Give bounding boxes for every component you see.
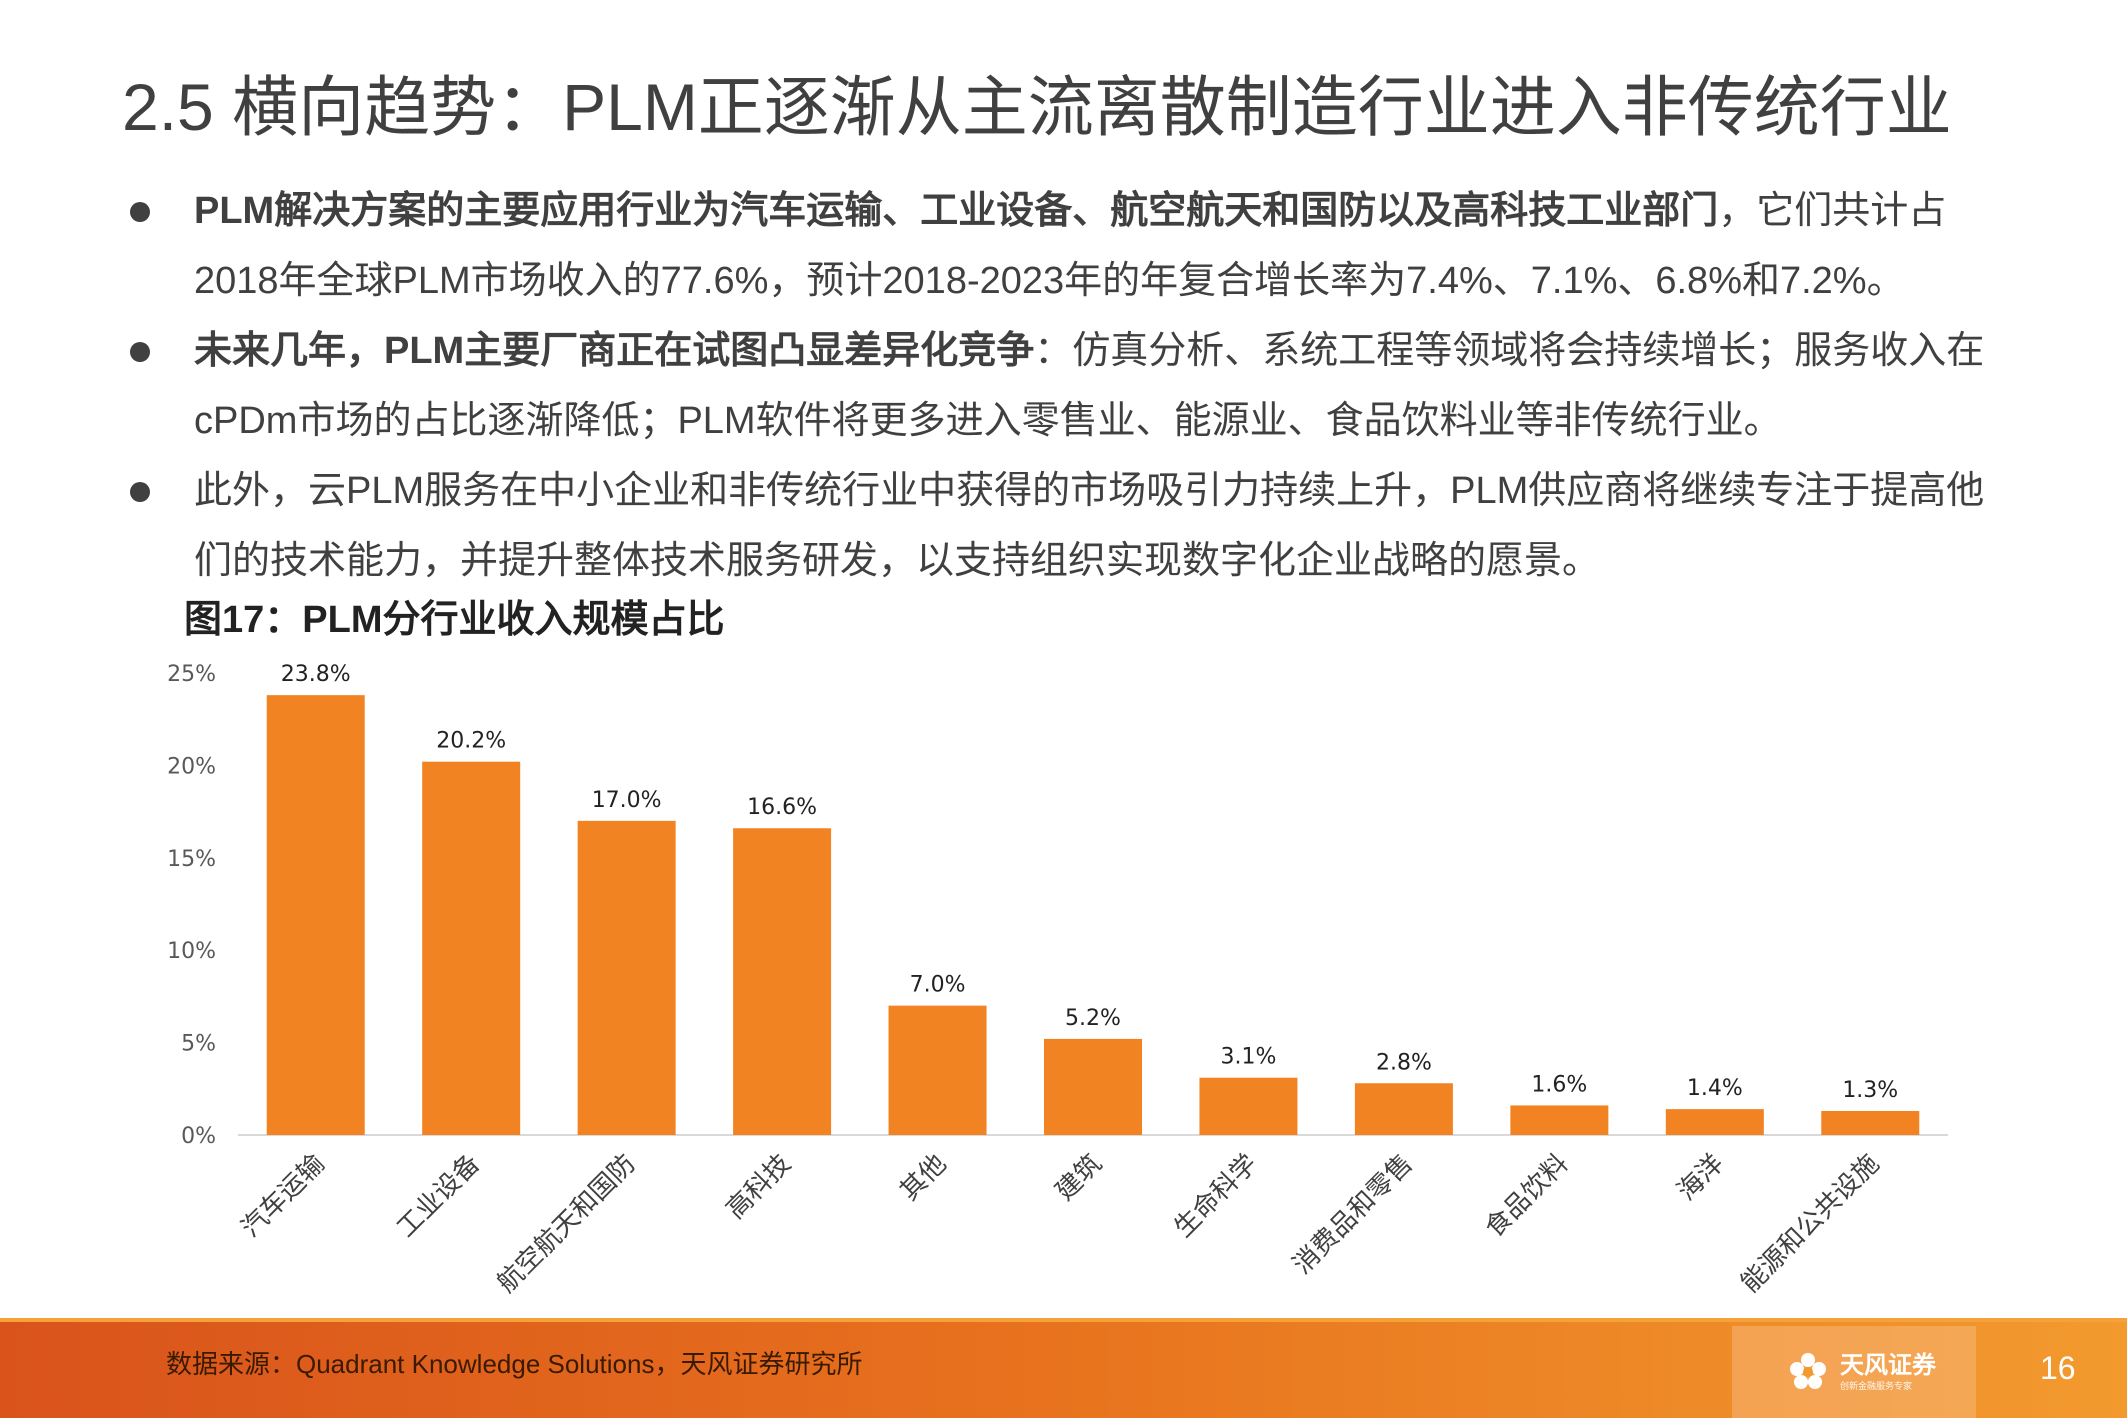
bullet-bold-text: 未来几年，PLM主要厂商正在试图凸显差异化竞争: [194, 330, 1035, 372]
data-label: 1.6%: [1531, 1072, 1587, 1097]
data-label: 5.2%: [1065, 1006, 1121, 1031]
slide-title: 2.5 横向趋势：PLM正逐渐从主流离散制造行业进入非传统行业: [122, 70, 1952, 144]
x-tick-label: 汽车运输: [236, 1149, 331, 1244]
logo-text: 天风证券: [1840, 1351, 1936, 1379]
company-logo: 天风证券 创新金融服务专家: [1786, 1340, 1956, 1404]
data-source: 数据来源：Quadrant Knowledge Solutions，天风证券研究…: [166, 1349, 863, 1379]
bullet-text: ，它们共计占2018年全球PLM市场收入的77.6%，预计2018-2023年的…: [194, 190, 1947, 302]
bar: [888, 1005, 987, 1135]
x-tick-label: 海洋: [1672, 1149, 1730, 1207]
bullet-bold-text: PLM解决方案的主要应用行业为汽车运输、工业设备、航空航天和国防以及高科技工业部…: [194, 190, 1719, 232]
y-tick-label: 0%: [181, 1124, 216, 1149]
bar: [1044, 1038, 1142, 1135]
data-label: 1.3%: [1842, 1078, 1898, 1103]
bar: [733, 828, 832, 1135]
y-tick-label: 25%: [167, 662, 216, 687]
bullet-text: 此外，云PLM服务在中小企业和非传统行业中获得的市场吸引力持续上升，PLM供应商…: [194, 470, 1985, 582]
bar: [577, 820, 676, 1135]
bar: [1199, 1077, 1298, 1135]
bullet-item: 此外，云PLM服务在中小企业和非传统行业中获得的市场吸引力持续上升，PLM供应商…: [130, 456, 2010, 596]
x-tick-label: 其他: [895, 1149, 953, 1207]
data-label: 23.8%: [281, 662, 351, 687]
bar-chart: 0% 5% 10% 15% 20% 25% 23.8% 汽车运输 20.2% 工业设备 17.0% 航…: [167, 662, 1948, 1299]
data-label: 20.2%: [436, 729, 506, 754]
x-tick-label: 航空航天和国防: [492, 1149, 642, 1299]
bar: [1821, 1110, 1920, 1135]
x-tick-label: 能源和公共设施: [1735, 1149, 1885, 1299]
y-tick-label: 20%: [167, 754, 216, 779]
y-tick-label: 10%: [167, 939, 216, 964]
footer-band: [0, 1318, 2127, 1324]
bullet-item: 未来几年，PLM主要厂商正在试图凸显差异化竞争：仿真分析、系统工程等领域将会持续…: [130, 316, 2010, 456]
logo-backdrop: [1732, 1326, 1976, 1418]
bullet-dot-icon: [130, 202, 150, 222]
bar: [1665, 1109, 1764, 1135]
flower-logo-icon: [1790, 1353, 1826, 1389]
data-label: 16.6%: [747, 795, 817, 820]
bullet-list: PLM解决方案的主要应用行业为汽车运输、工业设备、航空航天和国防以及高科技工业部…: [130, 176, 2010, 596]
bullet-dot-icon: [130, 342, 150, 362]
data-label: 7.0%: [910, 973, 966, 998]
bullet-item: PLM解决方案的主要应用行业为汽车运输、工业设备、航空航天和国防以及高科技工业部…: [130, 176, 2010, 316]
data-label: 1.4%: [1687, 1076, 1743, 1101]
figure-title: 图17：PLM分行业收入规模占比: [184, 599, 725, 641]
page-number: 16: [2040, 1350, 2076, 1386]
y-tick-label: 15%: [167, 847, 216, 872]
x-tick-label: 工业设备: [391, 1149, 486, 1244]
bar: [422, 761, 521, 1135]
bullet-dot-icon: [130, 482, 150, 502]
x-tick-label: 消费品和零售: [1287, 1149, 1419, 1281]
data-label: 2.8%: [1376, 1050, 1432, 1075]
x-tick-label: 建筑: [1050, 1149, 1108, 1207]
bar: [1510, 1105, 1609, 1135]
x-tick-label: 食品饮料: [1480, 1149, 1575, 1244]
bar: [1354, 1083, 1453, 1135]
y-tick-label: 5%: [181, 1032, 216, 1057]
x-tick-label: 高科技: [721, 1149, 797, 1225]
data-label: 3.1%: [1221, 1045, 1277, 1070]
bullet-text: ：仿真分析、系统工程等领域将会持续增长；服务收入在cPDm市场的占比逐渐降低；P…: [194, 330, 1985, 442]
logo-subtext: 创新金融服务专家: [1840, 1380, 1913, 1391]
x-tick-label: 生命科学: [1169, 1149, 1264, 1244]
bar: [266, 695, 365, 1135]
data-label: 17.0%: [592, 788, 662, 813]
